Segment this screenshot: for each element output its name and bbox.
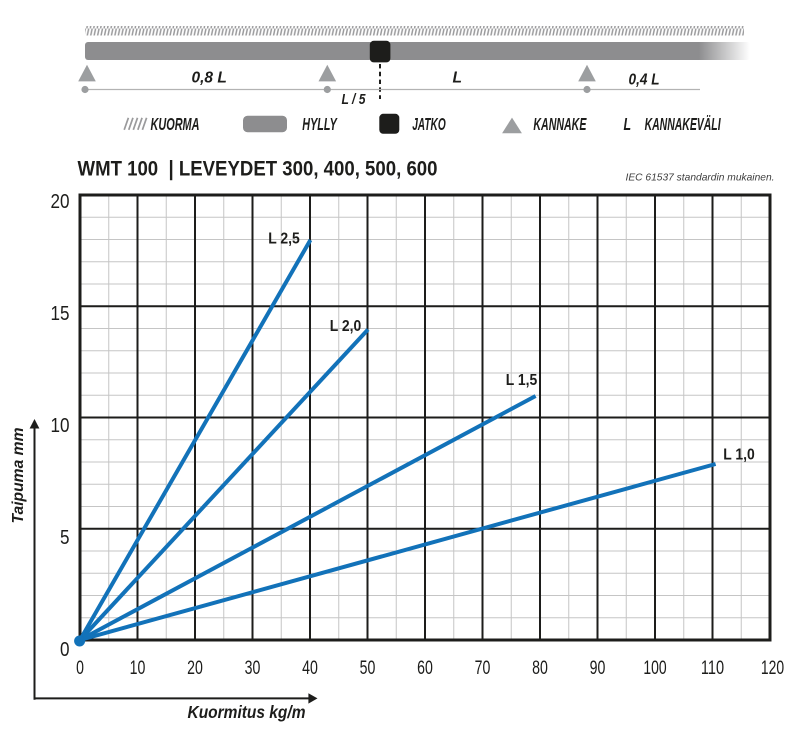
svg-text:50: 50 [360, 658, 376, 679]
svg-text:0: 0 [76, 658, 84, 679]
svg-text:20: 20 [187, 658, 203, 679]
svg-text:10: 10 [51, 415, 70, 437]
svg-text:L 1,5: L 1,5 [506, 372, 538, 389]
svg-text:5: 5 [60, 527, 70, 549]
svg-text:80: 80 [532, 658, 548, 679]
svg-text:L: L [453, 70, 463, 87]
svg-text:KANNAKE: KANNAKE [533, 114, 586, 134]
svg-text:HYLLY: HYLLY [302, 114, 337, 134]
svg-text:IEC 61537 standardin mukainen.: IEC 61537 standardin mukainen. [626, 172, 775, 184]
svg-text:L / 5: L / 5 [342, 92, 367, 108]
svg-text:WMT 100 | LEVEYDET 300, 400,: WMT 100 | LEVEYDET 300, 400, 500, 600 [78, 157, 438, 181]
svg-text:100: 100 [643, 658, 666, 679]
svg-text:L: L [624, 114, 632, 134]
svg-text:Taipuma mm: Taipuma mm [10, 428, 27, 524]
svg-text:L 2,5: L 2,5 [268, 230, 300, 247]
svg-text:Kuormitus kg/m: Kuormitus kg/m [188, 702, 306, 722]
svg-text:10: 10 [130, 658, 146, 679]
svg-text:JATKO: JATKO [412, 114, 446, 134]
svg-text:90: 90 [590, 658, 606, 679]
svg-text:15: 15 [51, 303, 70, 325]
svg-text:L 2,0: L 2,0 [330, 318, 362, 335]
svg-text:60: 60 [417, 658, 433, 679]
svg-text:40: 40 [302, 658, 318, 679]
svg-text:0,4 L: 0,4 L [629, 72, 660, 89]
svg-text:KANNAKEVÄLI: KANNAKEVÄLI [645, 114, 722, 134]
svg-text:30: 30 [245, 658, 261, 679]
svg-text:L 1,0: L 1,0 [723, 447, 755, 464]
svg-text:70: 70 [475, 658, 491, 679]
svg-text:0,8 L: 0,8 L [192, 70, 227, 87]
svg-text:0: 0 [60, 639, 70, 661]
svg-text:KUORMA: KUORMA [151, 114, 200, 134]
svg-text:120: 120 [761, 658, 784, 679]
svg-text:20: 20 [51, 191, 70, 213]
svg-text:110: 110 [701, 658, 724, 679]
